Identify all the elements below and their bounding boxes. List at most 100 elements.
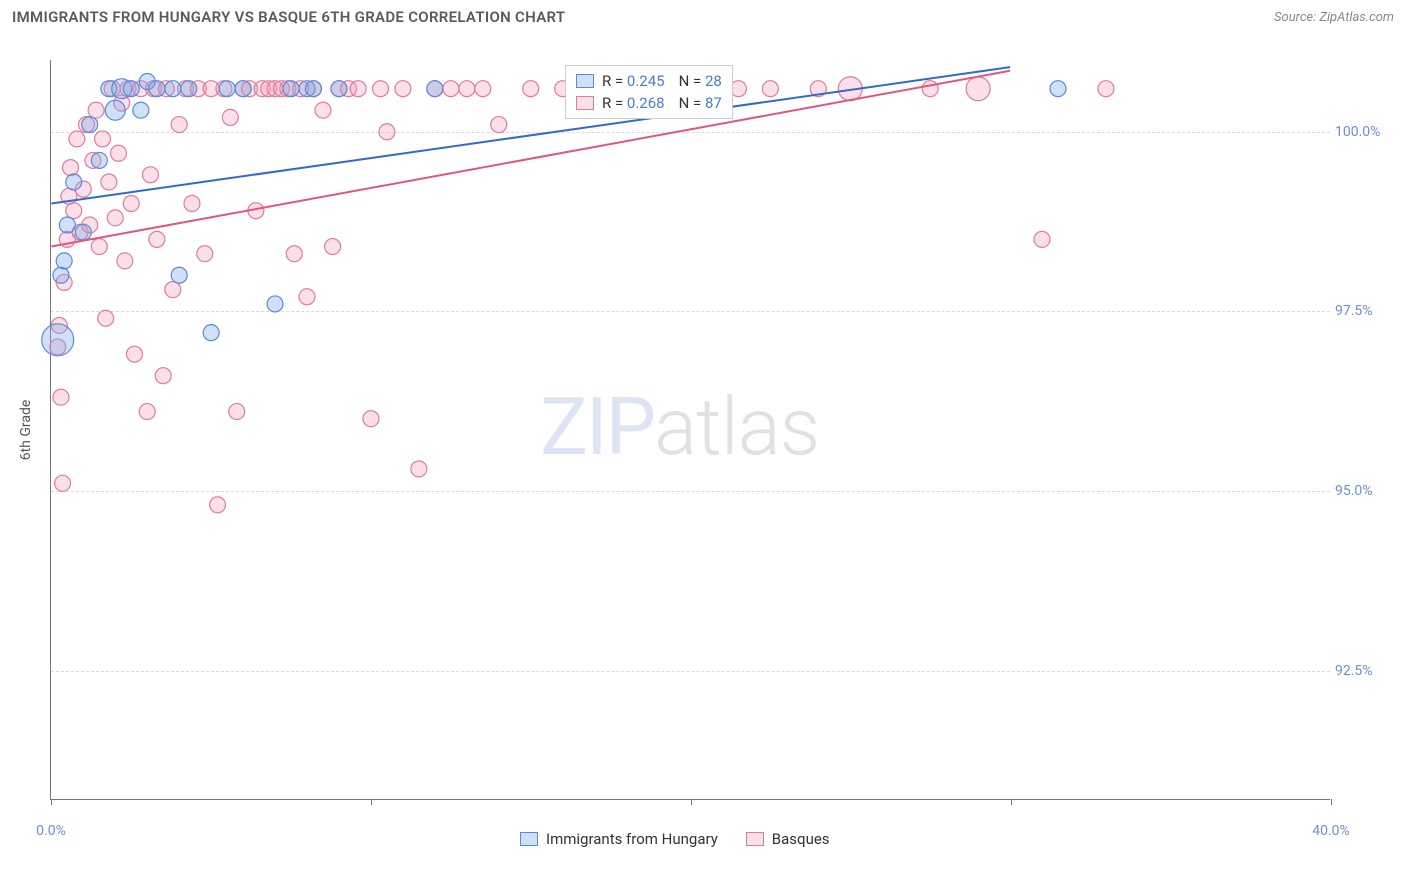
legend-n-value: 28: [705, 72, 722, 90]
legend-r-value: 0.245: [627, 72, 665, 90]
scatter-svg: [51, 60, 1330, 799]
correlation-legend-row: R = 0.268 N = 87: [576, 92, 722, 114]
scatter-point-hungary: [59, 217, 75, 233]
scatter-point-basques: [88, 102, 104, 118]
x-tick: [1011, 799, 1012, 805]
scatter-point-basques: [475, 81, 491, 97]
scatter-point-basques: [149, 231, 165, 247]
scatter-point-hungary: [165, 81, 181, 97]
scatter-point-hungary: [123, 81, 139, 97]
x-tick: [691, 799, 692, 805]
legend-r-label: R =: [602, 94, 627, 112]
scatter-point-basques: [229, 404, 245, 420]
scatter-point-basques: [184, 196, 200, 212]
scatter-point-hungary: [283, 81, 299, 97]
scatter-point-basques: [53, 389, 69, 405]
scatter-point-basques: [443, 81, 459, 97]
scatter-point-hungary: [305, 81, 321, 97]
correlation-legend-row: R = 0.245 N = 28: [576, 70, 722, 92]
legend-r-value: 0.268: [627, 94, 665, 112]
scatter-point-basques: [155, 368, 171, 384]
scatter-point-hungary: [427, 81, 443, 97]
scatter-point-basques: [491, 117, 507, 133]
scatter-point-basques: [459, 81, 475, 97]
scatter-point-hungary: [66, 174, 82, 190]
scatter-point-basques: [373, 81, 389, 97]
scatter-point-hungary: [331, 81, 347, 97]
correlation-legend: R = 0.245 N = 28 R = 0.268 N = 87: [565, 65, 733, 119]
scatter-point-basques: [379, 124, 395, 140]
y-axis-title: 6th Grade: [18, 400, 34, 461]
scatter-point-basques: [966, 77, 990, 101]
x-tick: [371, 799, 372, 805]
scatter-point-hungary: [53, 267, 69, 283]
scatter-point-hungary: [181, 81, 197, 97]
scatter-point-basques: [325, 239, 341, 255]
scatter-point-basques: [411, 461, 427, 477]
scatter-point-hungary: [91, 152, 107, 168]
scatter-point-basques: [126, 346, 142, 362]
scatter-point-basques: [142, 167, 158, 183]
scatter-point-hungary: [1050, 81, 1066, 97]
y-tick-label: 100.0%: [1335, 124, 1395, 140]
chart-title: IMMIGRANTS FROM HUNGARY VS BASQUE 6TH GR…: [12, 8, 565, 26]
legend-n-value: 87: [705, 94, 722, 112]
chart-header: IMMIGRANTS FROM HUNGARY VS BASQUE 6TH GR…: [0, 0, 1406, 30]
scatter-point-hungary: [235, 81, 251, 97]
legend-swatch: [746, 832, 764, 846]
scatter-point-hungary: [82, 117, 98, 133]
series-legend: Immigrants from Hungary Basques: [520, 830, 858, 848]
legend-r-label: R =: [602, 72, 627, 90]
y-tick-label: 95.0%: [1335, 483, 1395, 499]
series-legend-label: Immigrants from Hungary: [546, 830, 718, 848]
scatter-point-basques: [350, 81, 366, 97]
scatter-point-basques: [101, 174, 117, 190]
legend-n-label: N =: [679, 94, 705, 112]
legend-swatch: [576, 96, 594, 110]
legend-swatch: [520, 832, 538, 846]
scatter-point-basques: [222, 109, 238, 125]
scatter-point-hungary: [219, 81, 235, 97]
scatter-point-basques: [315, 102, 331, 118]
legend-swatch: [576, 74, 594, 88]
scatter-point-hungary: [203, 325, 219, 341]
scatter-point-basques: [395, 81, 411, 97]
scatter-point-basques: [123, 196, 139, 212]
scatter-point-basques: [98, 310, 114, 326]
scatter-point-basques: [66, 203, 82, 219]
scatter-point-hungary: [105, 100, 125, 120]
scatter-point-basques: [110, 145, 126, 161]
legend-n-label: N =: [679, 72, 705, 90]
x-tick-label: 0.0%: [36, 823, 66, 839]
scatter-point-basques: [363, 411, 379, 427]
scatter-point-hungary: [267, 296, 283, 312]
scatter-point-basques: [922, 81, 938, 97]
scatter-point-basques: [197, 246, 213, 262]
scatter-point-basques: [210, 497, 226, 513]
scatter-point-basques: [762, 81, 778, 97]
scatter-point-hungary: [56, 253, 72, 269]
series-legend-item: Immigrants from Hungary: [520, 830, 718, 848]
scatter-point-basques: [63, 160, 79, 176]
scatter-point-basques: [117, 253, 133, 269]
y-tick-label: 92.5%: [1335, 663, 1395, 679]
chart-source: Source: ZipAtlas.com: [1274, 10, 1394, 25]
scatter-point-basques: [286, 246, 302, 262]
series-legend-item: Basques: [746, 830, 830, 848]
x-tick-label: 40.0%: [1312, 823, 1350, 839]
scatter-point-hungary: [171, 267, 187, 283]
scatter-point-hungary: [149, 81, 165, 97]
series-legend-label: Basques: [772, 830, 830, 848]
scatter-point-basques: [299, 289, 315, 305]
scatter-point-basques: [69, 131, 85, 147]
scatter-point-basques: [171, 117, 187, 133]
x-tick: [1331, 799, 1332, 805]
scatter-point-basques: [1034, 231, 1050, 247]
scatter-point-basques: [139, 404, 155, 420]
scatter-point-hungary: [133, 102, 149, 118]
scatter-point-basques: [523, 81, 539, 97]
scatter-point-basques: [107, 210, 123, 226]
scatter-point-basques: [1098, 81, 1114, 97]
chart-plot-area: 92.5%95.0%97.5%100.0%0.0%40.0%: [50, 60, 1330, 800]
scatter-point-hungary: [75, 224, 91, 240]
